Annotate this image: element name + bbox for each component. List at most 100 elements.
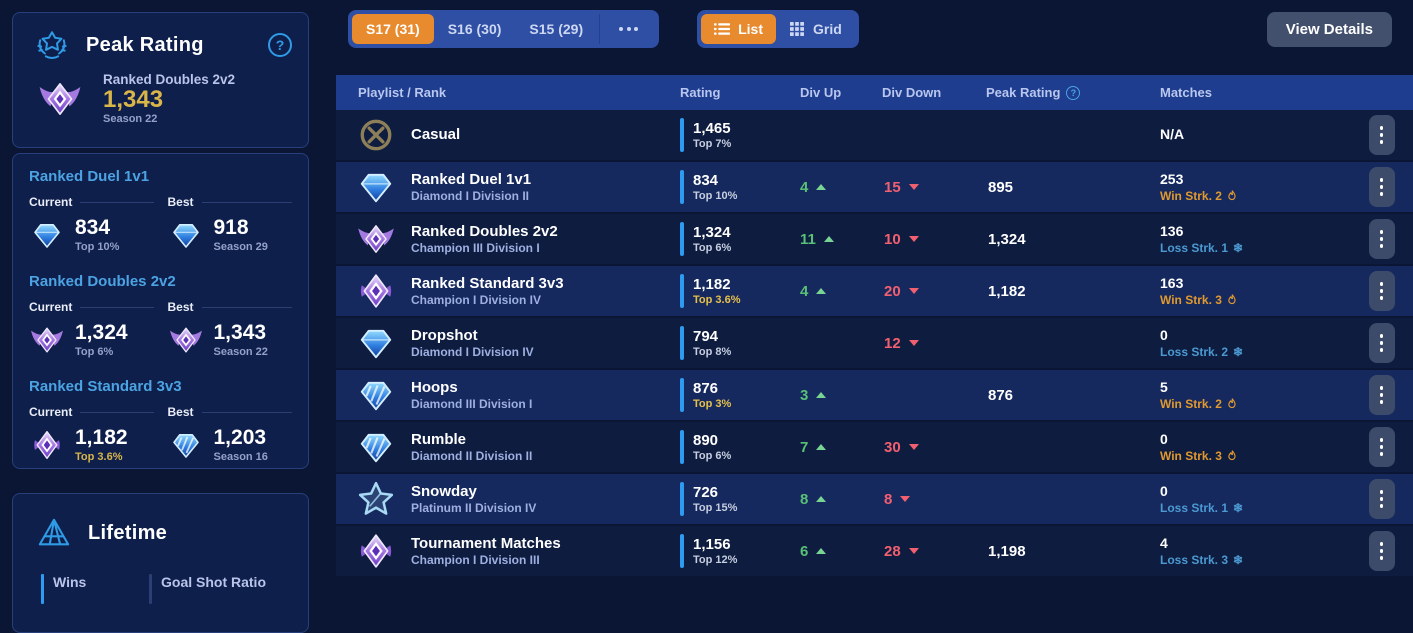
matches-count: 163 <box>1160 275 1350 293</box>
playlist-name: Snowday <box>411 483 536 501</box>
table-row[interactable]: Tournament Matches Champion I Division I… <box>336 526 1413 578</box>
table-row[interactable]: Rumble Diamond II Division II 890 Top 6%… <box>336 422 1413 474</box>
rating-accent-bar <box>680 430 684 464</box>
tab-season-s16[interactable]: S16 (30) <box>434 14 516 44</box>
streak-label: Loss Strk. 1 ❄ <box>1160 241 1350 255</box>
matches-count: 4 <box>1160 535 1350 553</box>
diamond-striped-icon <box>356 376 396 414</box>
row-menu-button[interactable] <box>1369 375 1395 415</box>
playlist-name: Casual <box>411 126 460 144</box>
list-view-button[interactable]: List <box>701 14 776 44</box>
list-icon <box>714 22 730 36</box>
grid-view-button[interactable]: Grid <box>776 14 855 44</box>
more-seasons-button[interactable] <box>602 20 655 38</box>
flame-icon <box>1227 398 1237 410</box>
best-rating-sub: Season 16 <box>214 451 268 463</box>
rating-accent-bar <box>680 534 684 568</box>
matches-cell: 0 Win Strk. 3 <box>1150 431 1350 463</box>
matches-count: 5 <box>1160 379 1350 397</box>
ellipsis-icon <box>619 27 623 31</box>
rating-value: 1,156 <box>693 536 737 555</box>
matches-cell: 253 Win Strk. 2 <box>1150 171 1350 203</box>
row-menu-button[interactable] <box>1369 115 1395 155</box>
row-menu-button[interactable] <box>1369 531 1395 571</box>
playlist-bests-card: Ranked Duel 1v1 Current 834 Top 10% Best <box>12 153 309 469</box>
column-header-peak-rating[interactable]: Peak Rating ? <box>980 85 1150 100</box>
playlist-rank: Diamond III Division I <box>411 397 532 411</box>
div-up-cell: 7 <box>788 439 876 456</box>
rating-value: 1,465 <box>693 120 731 139</box>
tab-season-s17[interactable]: S17 (31) <box>352 14 434 44</box>
up-arrow-icon <box>816 184 826 190</box>
column-header-rating[interactable]: Rating <box>676 85 788 100</box>
table-row[interactable]: Dropshot Diamond I Division IV 794 Top 8… <box>336 318 1413 370</box>
current-rating-sub: Top 3.6% <box>75 451 128 463</box>
rating-value: 794 <box>693 328 731 347</box>
div-up-cell: 4 <box>788 283 876 300</box>
row-menu-button[interactable] <box>1369 271 1395 311</box>
up-arrow-icon <box>816 496 826 502</box>
table-row[interactable]: Snowday Platinum II Division IV 726 Top … <box>336 474 1413 526</box>
row-menu-button[interactable] <box>1369 323 1395 363</box>
kebab-icon <box>1380 178 1384 182</box>
best-rating-sub: Season 22 <box>214 346 268 358</box>
div-down-cell: 20 <box>876 283 980 300</box>
casual-icon <box>356 116 396 154</box>
view-details-button[interactable]: View Details <box>1267 12 1392 47</box>
help-icon[interactable]: ? <box>1066 86 1080 100</box>
div-up-cell: 11 <box>788 231 876 248</box>
rating-value: 834 <box>693 172 737 191</box>
best-rating-value: 1,203 <box>214 427 268 448</box>
pyramid-icon <box>35 516 73 550</box>
row-menu-button[interactable] <box>1369 167 1395 207</box>
down-arrow-icon <box>909 236 919 242</box>
sidebar-playlist-title: Ranked Duel 1v1 <box>29 168 292 185</box>
row-menu-button[interactable] <box>1369 479 1395 519</box>
sidebar-playlist-section: Ranked Standard 3v3 Current 1,182 Top 3.… <box>13 364 308 469</box>
rating-percentile: Top 10% <box>693 190 737 202</box>
table-header: Playlist / Rank Rating Div Up Div Down P… <box>336 75 1413 110</box>
rating-percentile: Top 7% <box>693 138 731 150</box>
peak-rating-cell: 1,182 <box>980 283 1150 300</box>
up-arrow-icon <box>816 444 826 450</box>
column-header-div-up[interactable]: Div Up <box>788 85 876 100</box>
rating-accent-bar <box>680 118 684 152</box>
toolbar: S17 (31) S16 (30) S15 (29) List Grid Vie… <box>348 10 1392 48</box>
diamond-icon <box>356 168 396 206</box>
matches-count: 0 <box>1160 483 1350 501</box>
kebab-icon <box>1380 386 1384 390</box>
up-arrow-icon <box>816 288 826 294</box>
column-header-matches[interactable]: Matches <box>1150 85 1350 100</box>
rating-accent-bar <box>680 170 684 204</box>
current-rating-value: 834 <box>75 217 119 238</box>
tab-season-s15[interactable]: S15 (29) <box>515 14 597 44</box>
help-icon[interactable]: ? <box>268 33 292 57</box>
lifetime-title: Lifetime <box>88 522 292 545</box>
column-header-playlist-rank[interactable]: Playlist / Rank <box>336 85 676 100</box>
stat-accent-bar <box>149 574 152 604</box>
streak-label: Win Strk. 2 <box>1160 397 1350 411</box>
playlists-table: Playlist / Rank Rating Div Up Div Down P… <box>336 75 1413 578</box>
champion-icon <box>356 272 396 310</box>
div-up-cell: 4 <box>788 179 876 196</box>
table-row[interactable]: Ranked Doubles 2v2 Champion III Division… <box>336 214 1413 266</box>
peak-rating-title: Peak Rating <box>86 34 268 57</box>
playlist-name: Hoops <box>411 379 532 397</box>
sidebar-playlist-title: Ranked Doubles 2v2 <box>29 273 292 290</box>
rating-percentile: Top 15% <box>693 502 737 514</box>
current-rating-value: 1,324 <box>75 322 128 343</box>
grid-icon <box>789 22 805 36</box>
kebab-icon <box>1380 230 1384 234</box>
table-row[interactable]: Ranked Standard 3v3 Champion I Division … <box>336 266 1413 318</box>
row-menu-button[interactable] <box>1369 427 1395 467</box>
snowflake-icon: ❄ <box>1233 345 1243 359</box>
table-row[interactable]: Ranked Duel 1v1 Diamond I Division II 83… <box>336 162 1413 214</box>
row-menu-button[interactable] <box>1369 219 1395 259</box>
column-header-div-down[interactable]: Div Down <box>876 85 980 100</box>
table-row[interactable]: Casual 1,465 Top 7% N/A <box>336 110 1413 162</box>
table-row[interactable]: Hoops Diamond III Division I 876 Top 3% … <box>336 370 1413 422</box>
platinum-star-icon <box>356 480 396 518</box>
matches-cell: 5 Win Strk. 2 <box>1150 379 1350 411</box>
rating-accent-bar <box>680 378 684 412</box>
season-tabs: S17 (31) S16 (30) S15 (29) <box>348 10 659 48</box>
